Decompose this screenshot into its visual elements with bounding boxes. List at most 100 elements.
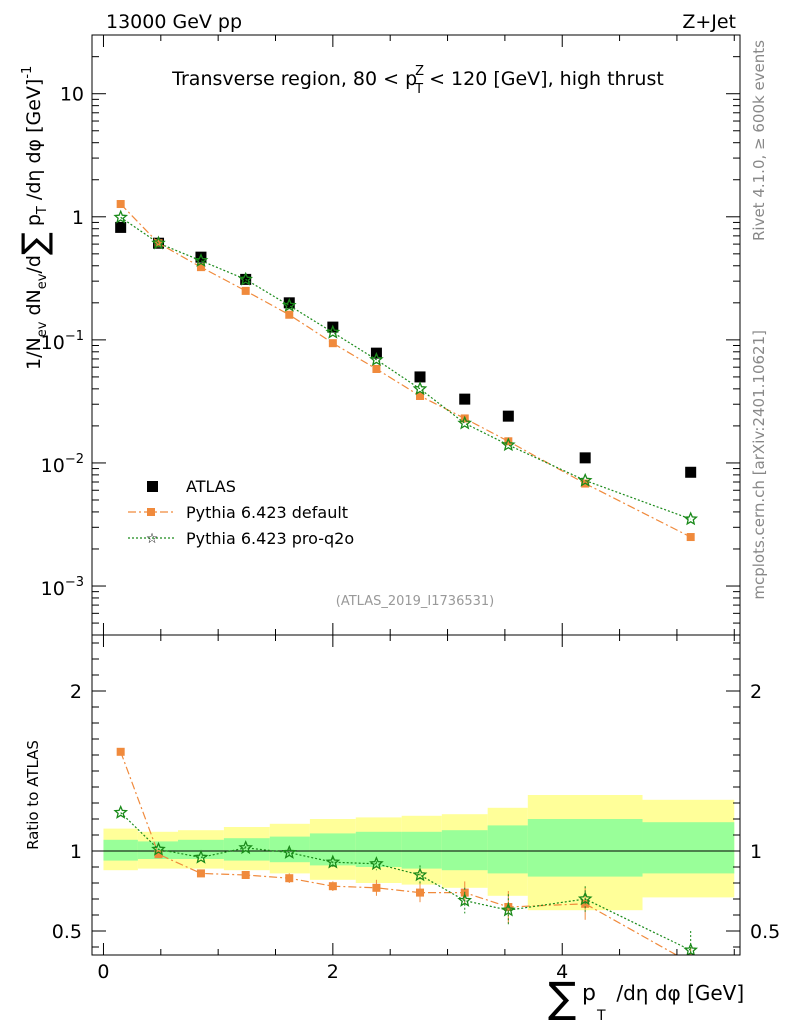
- data-point: [459, 393, 471, 405]
- ratio-point: [116, 747, 125, 756]
- band-green: [487, 825, 528, 874]
- y-tick-label: 2: [750, 681, 762, 703]
- ratio-point: [416, 888, 425, 897]
- data-point: [238, 271, 254, 286]
- ratio-point: [281, 844, 297, 859]
- data-point: [502, 410, 514, 422]
- y-tick-label: 10−2: [41, 452, 84, 477]
- y-tick-label: 10−1: [41, 329, 84, 354]
- rivet-label: Rivet 4.1.0, ≥ 600k events: [750, 40, 768, 241]
- y-tick-label: 10−3: [41, 575, 84, 600]
- x-tick-label: 2: [327, 961, 339, 983]
- xlabel-sub: T: [596, 1008, 606, 1024]
- series-line: [120, 203, 691, 538]
- data-point: [195, 251, 207, 263]
- ratio-point: [241, 871, 250, 879]
- data-point: [325, 324, 341, 339]
- ratio-point: [328, 882, 337, 891]
- ratio-point: [154, 850, 163, 859]
- xlabel-sum: ∑: [548, 973, 576, 1022]
- ratio-frame: [91, 634, 741, 956]
- series-line: [120, 216, 691, 520]
- legend-default: Pythia 6.423 default: [128, 503, 348, 522]
- legend-atlas-marker: [147, 481, 158, 492]
- data-point: [500, 437, 516, 452]
- data-point: [372, 364, 381, 373]
- band-green: [309, 833, 356, 866]
- data-point: [579, 452, 591, 464]
- band-green: [401, 831, 442, 869]
- data-point: [369, 352, 384, 367]
- ratio-point: [683, 942, 699, 955]
- data-point: [196, 263, 205, 272]
- main-panel: Transverse region, 80 < pZ T < 120 [GeV],…: [15, 34, 740, 636]
- ratio-panel: Ratio to ATLAS ∑ p T /dη dφ [GeV] 0 2 4 2 2 1…: [24, 635, 780, 1024]
- data-point: [457, 415, 473, 430]
- data-point: [115, 221, 127, 233]
- band-green: [103, 839, 138, 861]
- data-point: [113, 209, 129, 224]
- legend-default-marker: [147, 508, 155, 516]
- analysis-id: (ATLAS_2019_I1736531): [336, 594, 494, 609]
- data-point: [577, 472, 593, 487]
- data-point: [285, 310, 294, 319]
- band-green: [441, 830, 488, 871]
- ratio-point: [325, 854, 341, 869]
- band-green: [642, 822, 735, 874]
- y-tick-label: 0.5: [750, 921, 780, 943]
- data-point: [241, 286, 250, 295]
- ratio-point: [196, 869, 205, 878]
- header-process: Z+Jet: [682, 11, 736, 33]
- legend-default-label: Pythia 6.423 default: [186, 503, 348, 522]
- y-tick-label: 10: [60, 84, 84, 106]
- ratio-point: [457, 892, 473, 907]
- data-point: [685, 466, 697, 478]
- ratio-point: [500, 902, 516, 917]
- ratio-point: [238, 840, 254, 855]
- data-point: [281, 297, 297, 312]
- ratio-series: [113, 747, 699, 967]
- data-point: [683, 511, 699, 526]
- x-tick-label: 0: [97, 961, 109, 983]
- data-point: [416, 391, 425, 400]
- legend-atlas: ATLAS: [147, 477, 236, 496]
- data-point: [412, 381, 428, 396]
- svg-text:1/Nev dNev/d∑ pT /dη dφ [GeV]: 1/Nev dNev/d∑ pT /dη dφ [GeV]-1: [15, 66, 55, 370]
- header-energy: 13000 GeV pp: [106, 11, 242, 33]
- xlabel-rest: /dη dφ [GeV]: [610, 981, 744, 1005]
- ratio-line: [120, 812, 691, 951]
- y-tick-label: 0.5: [52, 921, 82, 943]
- band-green: [223, 838, 270, 861]
- ratio-point: [369, 856, 384, 871]
- ratio-point: [577, 891, 593, 906]
- legend-proq2o-label: Pythia 6.423 pro-q2o: [186, 529, 354, 548]
- y-tick-label: 1: [72, 207, 84, 229]
- ratio-line: [120, 751, 678, 955]
- data-point: [193, 252, 209, 267]
- ratio-point: [285, 874, 294, 883]
- data-point: [504, 437, 513, 446]
- y-tick-label: 1: [70, 841, 82, 863]
- ratio-point: [193, 849, 209, 864]
- data-point: [283, 297, 295, 309]
- y-tick-label: 2: [70, 681, 82, 703]
- ratio-point: [151, 841, 166, 856]
- main-title: Transverse region, 80 < pZ T < 120 [GeV],…: [171, 64, 664, 97]
- legend-atlas-label: ATLAS: [186, 477, 236, 496]
- xlabel-p: p: [582, 981, 596, 1006]
- data-point: [328, 339, 337, 348]
- x-axis-label: ∑ p T /dη dφ [GeV]: [548, 973, 744, 1024]
- x-tick-label: 4: [556, 961, 568, 983]
- data-point: [116, 200, 125, 209]
- ratio-point: [113, 804, 129, 819]
- band-green: [527, 819, 643, 877]
- legend-proq2o-marker: ☆: [146, 531, 159, 547]
- ratio-point: [372, 883, 381, 892]
- ratio-point: [687, 959, 695, 967]
- legend-proq2o: ☆ Pythia 6.423 pro-q2o: [128, 529, 354, 548]
- y-tick-label: 1: [750, 841, 762, 863]
- ratio-point: [412, 867, 428, 882]
- mcplots-label: mcplots.cern.ch [arXiv:2401.10621]: [750, 330, 768, 600]
- data-point: [686, 533, 695, 542]
